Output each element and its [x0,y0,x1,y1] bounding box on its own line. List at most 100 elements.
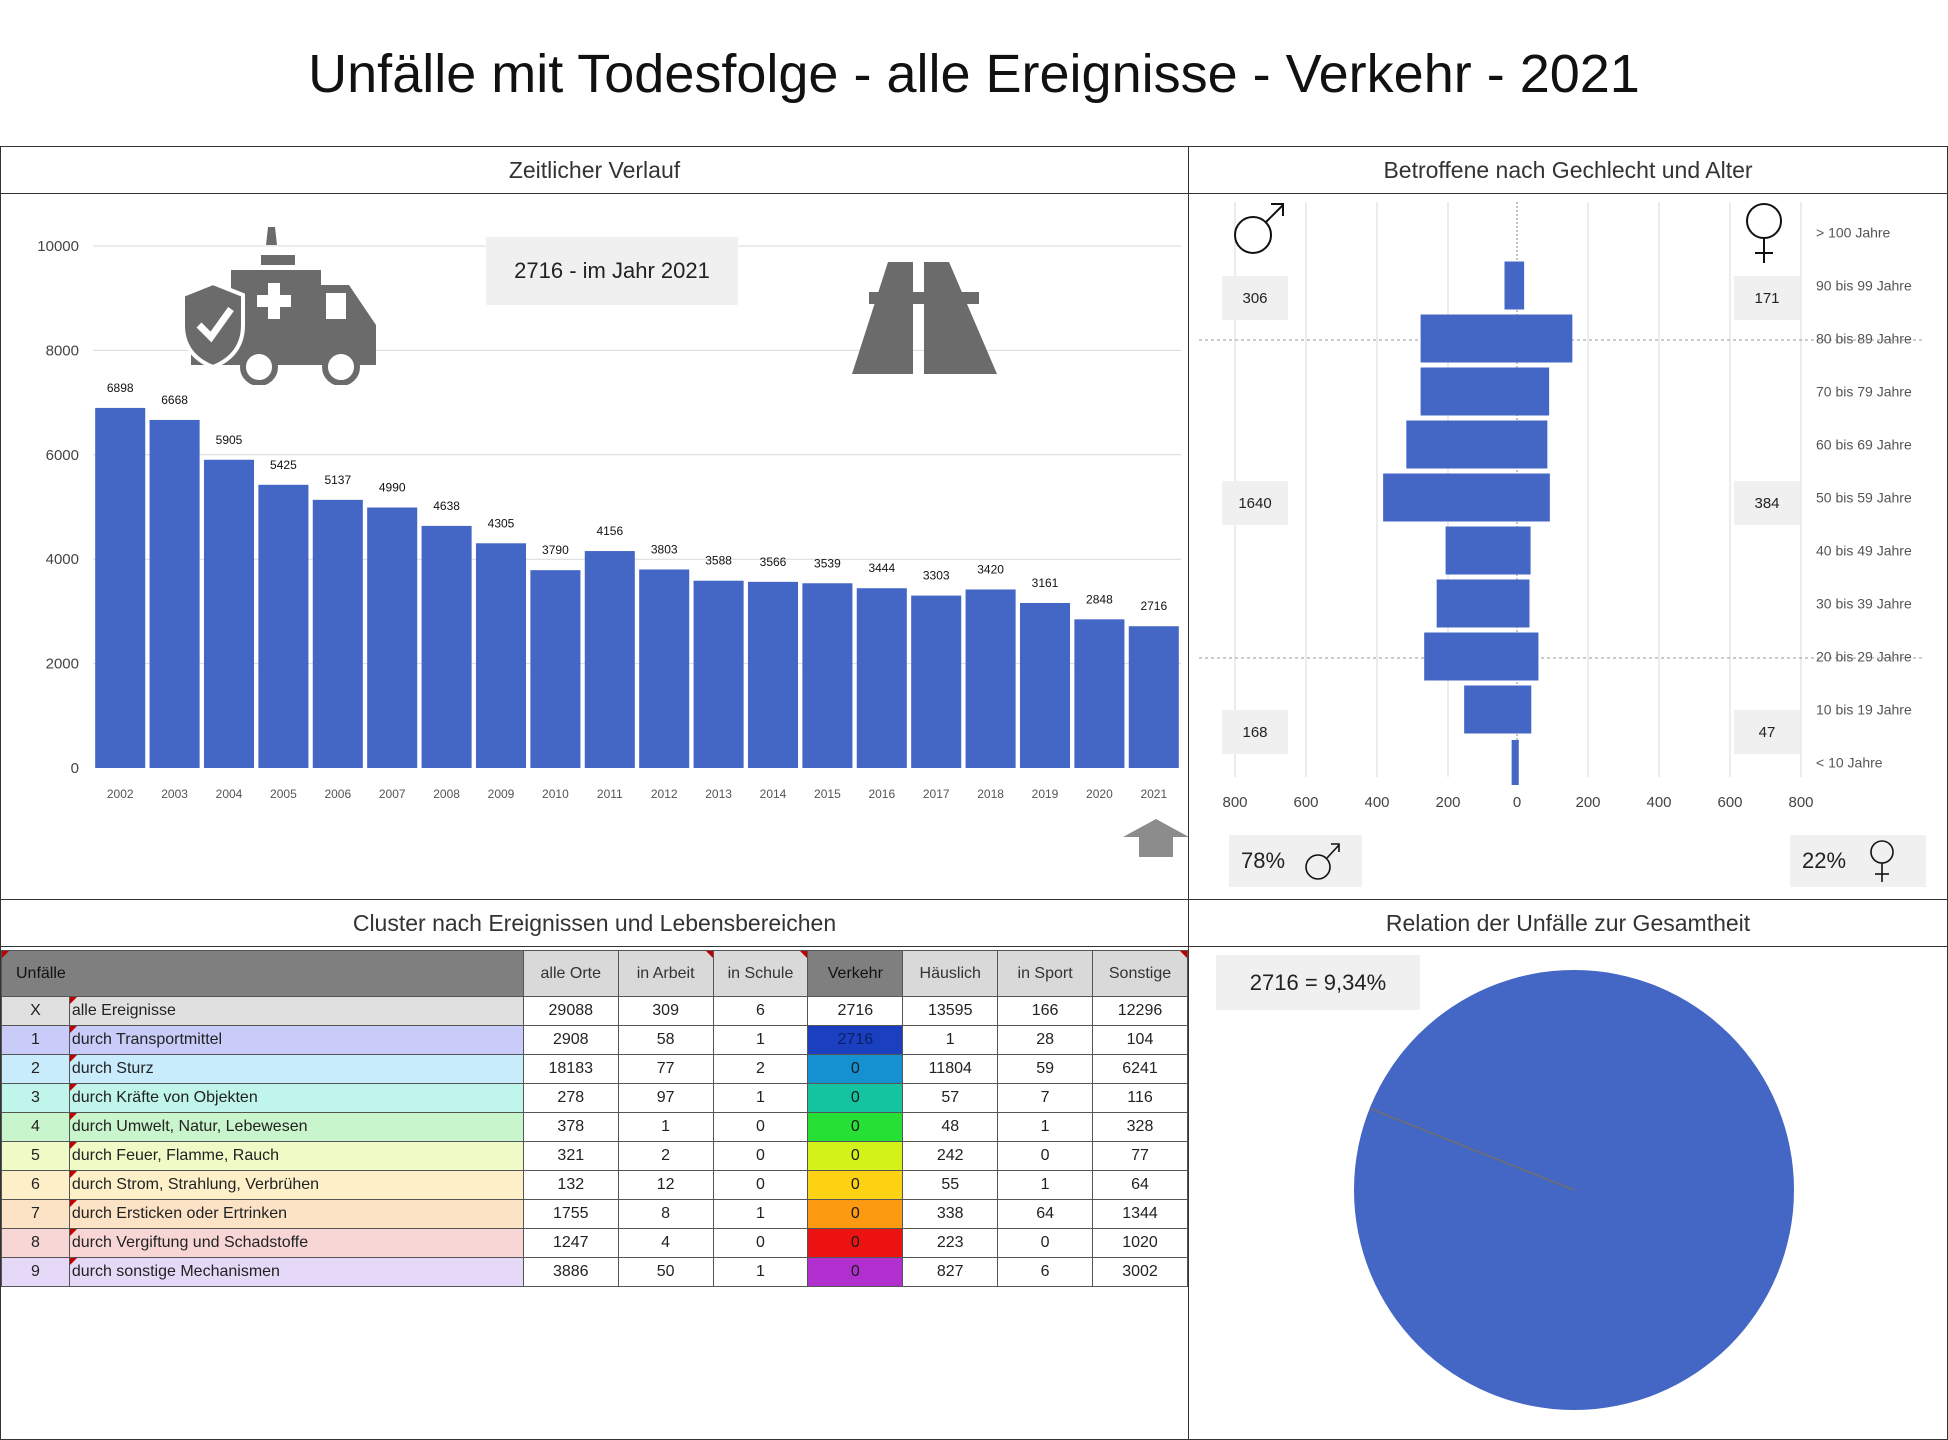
value-cell: 223 [902,1228,999,1258]
bar-value-label: 4990 [379,481,406,495]
verkehr-cell: 0 [807,1257,904,1287]
age-group-label: > 100 Jahre [1816,225,1891,241]
y-tick-label: 8000 [46,342,79,359]
table-row[interactable]: 2 durch Sturz 18183 77 2 0 11804 59 6241 [1,1054,1188,1084]
age-group-label: 90 bis 99 Jahre [1816,278,1912,294]
row-label: durch Sturz [68,1054,524,1084]
bar-value-label: 2848 [1086,592,1113,606]
age-group-label: < 10 Jahre [1816,755,1883,771]
relation-label: 2716 = 9,34% [1216,955,1420,1010]
value-cell: 77 [617,1054,714,1084]
bar-value-label: 3303 [923,569,950,583]
table-row[interactable]: 9 durch sonstige Mechanismen 3886 50 1 0 827 6 3… [1,1257,1188,1287]
verkehr-cell: 0 [807,1141,904,1171]
value-cell: 29088 [522,996,619,1026]
table-row[interactable]: 1 durch Transportmittel 2908 58 1 2716 1 28 104 [1,1025,1188,1055]
table-header-row: Unfälle alle Orte in Arbeit in Schule Ve… [1,950,1188,997]
value-cell: 12296 [1092,996,1188,1026]
value-cell: 3886 [522,1257,619,1287]
column-header-selected[interactable]: Verkehr [807,950,904,997]
x-tick-label: 2011 [597,787,623,801]
bar [95,407,146,768]
table-row[interactable]: 3 durch Kräfte von Objekten 278 97 1 0 57 7 116 [1,1083,1188,1113]
x-tick-label: 2014 [760,787,787,801]
value-cell: 13595 [902,996,999,1026]
male-female-bar [1424,632,1539,681]
value-cell: 321 [522,1141,619,1171]
x-tick-label: 2019 [1032,787,1059,801]
bar [639,569,690,768]
value-cell: 166 [997,996,1094,1026]
age-group-label: 50 bis 59 Jahre [1816,490,1912,506]
value-cell: 0 [997,1228,1094,1258]
x-tick-label: 2005 [270,787,297,801]
table-row[interactable]: 5 durch Feuer, Flamme, Rauch 321 2 0 0 242 0 77 [1,1141,1188,1171]
column-header[interactable]: in Schule [712,950,809,997]
female-total-90: 171 [1734,276,1800,320]
x-tick-label: 2010 [542,787,569,801]
verkehr-cell: 0 [807,1112,904,1142]
value-cell: 2 [712,1054,809,1084]
verkehr-cell: 0 [807,1083,904,1113]
table-row[interactable]: 8 durch Vergiftung und Schadstoffe 1247 4 0 0… [1,1228,1188,1258]
bar [1074,619,1125,768]
male-symbol-icon [1305,843,1340,880]
bar-value-label: 6898 [107,381,134,395]
table-row[interactable]: 4 durch Umwelt, Natur, Lebewesen 378 1 0 0 48 1… [1,1112,1188,1142]
highlight-label: 2716 - im Jahr 2021 [486,237,738,305]
relation-panel-title: Relation der Unfälle zur Gesamtheit [1189,900,1947,947]
x-tick-label: 2013 [705,787,732,801]
verkehr-cell: 0 [807,1199,904,1229]
x-tick-label: 2003 [161,787,188,801]
row-id: 3 [1,1083,70,1113]
male-share-box: 78% [1229,835,1362,887]
row-label: durch Vergiftung und Schadstoffe [68,1228,524,1258]
bar-value-label: 5137 [324,473,351,487]
bar-value-label: 4156 [596,524,623,538]
female-total-10: 47 [1734,710,1800,754]
bar-value-label: 5425 [270,458,297,472]
column-header[interactable]: alle Orte [522,950,619,997]
value-cell: 1 [712,1025,809,1055]
value-cell: 3002 [1092,1257,1188,1287]
value-cell: 116 [1092,1083,1188,1113]
female-share-box: 22% [1790,835,1926,887]
bar-value-label: 3588 [705,554,732,568]
value-cell: 0 [997,1141,1094,1171]
column-header[interactable]: in Arbeit [617,950,714,997]
table-row[interactable]: 7 durch Ersticken oder Ertrinken 1755 8 1 0 33… [1,1199,1188,1229]
column-header[interactable]: in Sport [997,950,1094,997]
bar [258,484,309,768]
bar [802,583,853,768]
column-header[interactable]: Häuslich [902,950,999,997]
value-cell: 1020 [1092,1228,1188,1258]
value-cell: 132 [522,1170,619,1200]
x-tick-label: 400 [1646,794,1671,811]
row-label: durch Strom, Strahlung, Verbrühen [68,1170,524,1200]
age-group-label: 80 bis 89 Jahre [1816,331,1912,347]
bar [1019,602,1071,768]
male-symbol-icon [1234,203,1284,254]
value-cell: 4 [617,1228,714,1258]
x-tick-label: 2006 [324,787,351,801]
row-id: 5 [1,1141,70,1171]
female-total-50: 384 [1734,481,1800,525]
male-female-bar [1511,740,1519,785]
value-cell: 59 [997,1054,1094,1084]
male-total-90: 306 [1222,276,1288,320]
value-cell: 6 [712,996,809,1026]
bar [693,580,744,768]
verkehr-cell: 0 [807,1054,904,1084]
row-id: 4 [1,1112,70,1142]
gender-age-panel-title: Betroffene nach Gechlecht und Alter [1189,147,1947,194]
column-header[interactable]: Sonstige [1092,950,1188,997]
table-row[interactable]: 6 durch Strom, Strahlung, Verbrühen 132 12 0… [1,1170,1188,1200]
bar [965,589,1016,768]
male-share: 78% [1241,848,1286,873]
row-label: durch Ersticken oder Ertrinken [68,1199,524,1229]
value-cell: 1755 [522,1199,619,1229]
value-cell: 0 [712,1170,809,1200]
row-id: 8 [1,1228,70,1258]
bar-value-label: 4305 [488,516,515,530]
